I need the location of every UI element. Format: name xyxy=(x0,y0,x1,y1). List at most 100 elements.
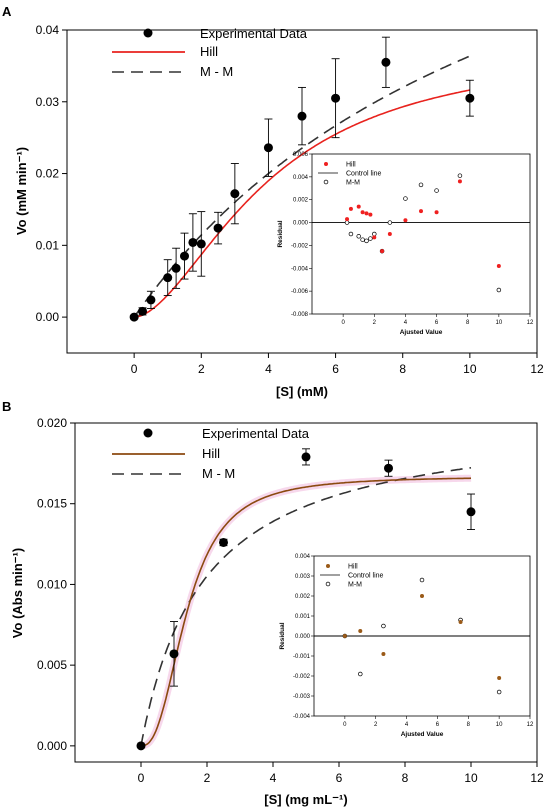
inset-x-tick-label: 4 xyxy=(405,722,409,728)
residual-point-mm xyxy=(381,623,386,629)
inset-x-tick-label: 12 xyxy=(527,320,534,326)
inset-y-tick-label: -0.008 xyxy=(291,312,309,318)
x-tick-label: 6 xyxy=(332,362,339,376)
mm-fit-curve xyxy=(140,467,472,747)
inset-legend-label-hill: Hill xyxy=(348,564,358,571)
inset-x-tick-label: 8 xyxy=(466,320,470,326)
y-tick-label: 0.010 xyxy=(37,577,67,591)
hill-fit-curve xyxy=(140,477,472,747)
residual-point-mm xyxy=(358,671,363,677)
residual-point-hill xyxy=(496,264,501,268)
residual-point-hill xyxy=(368,212,373,217)
residual-point-mm xyxy=(496,689,502,695)
y-tick-label: 0.01 xyxy=(36,238,60,252)
fit-curves-b xyxy=(140,467,472,750)
data-point xyxy=(188,237,198,247)
inset-legend-marker-mm xyxy=(325,581,331,587)
panel-a: A 0 2 4 6 8 10 12 0.00 0.01 0.02 0.03 0.04 [S] (mM)… xyxy=(2,4,544,399)
inset-x-axis-label: Ajusted Value xyxy=(401,731,444,738)
inset-y-tick-label: -0.003 xyxy=(293,694,311,700)
inset-x-tick-label: 0 xyxy=(343,722,347,728)
inset-y-tick-label: 0.004 xyxy=(293,175,309,181)
residual-point-mm xyxy=(364,238,369,244)
data-point xyxy=(196,239,206,249)
x-tick-label: 2 xyxy=(198,362,205,376)
data-point xyxy=(138,306,148,316)
panel-b: B 0 2 4 6 8 10 12 0.000 0.005 0.010 0.015 0.020 [S]… xyxy=(2,399,544,807)
legend-marker-data-a xyxy=(143,28,153,38)
x-tick-label: 12 xyxy=(530,771,544,785)
inset-legend-marker-hill xyxy=(324,162,328,166)
residual-point-mm xyxy=(434,188,439,193)
inset-x-tick-label: 6 xyxy=(435,320,439,326)
residual-point-hill xyxy=(457,179,462,184)
data-point xyxy=(146,295,156,305)
plot-frame-a xyxy=(66,29,538,354)
legend-a: Experimental Data Hill M - M xyxy=(112,26,308,79)
data-point xyxy=(213,223,223,233)
legend-label-hill-a: Hill xyxy=(200,44,218,59)
inset-y-tick-label: 0.001 xyxy=(295,614,311,620)
inset-y-tick-label: 0.003 xyxy=(295,574,311,580)
inset-x-tick-label: 0 xyxy=(341,320,345,326)
legend-label-mm-b: M - M xyxy=(202,466,235,481)
inset-x-tick-label: 6 xyxy=(436,722,440,728)
residual-point-hill xyxy=(360,210,365,215)
y-tick-label: 0.03 xyxy=(36,95,60,109)
y-tick-label: 0.015 xyxy=(37,497,67,511)
y-tick-label: 0.00 xyxy=(36,310,60,324)
residual-point-hill xyxy=(372,235,377,240)
inset-y-tick-label: 0.002 xyxy=(295,594,311,600)
residual-point-mm xyxy=(356,234,361,239)
residual-point-mm xyxy=(419,577,425,583)
residual-point-hill xyxy=(434,210,439,215)
legend-marker-data-b xyxy=(143,428,153,438)
inset-y-tick-label: 0.000 xyxy=(295,634,311,640)
inset-legend-label-control: Control line xyxy=(348,573,384,580)
residual-point-hill xyxy=(497,676,502,680)
residual-point-mm xyxy=(457,173,463,178)
y-axis-label-b: Vo (Abs min⁻¹) xyxy=(10,548,25,638)
inset-y-tick-label: 0.002 xyxy=(293,198,309,204)
inset-legend-label-mm: M-M xyxy=(348,582,362,589)
residual-point-hill xyxy=(380,249,385,254)
data-point xyxy=(163,273,173,283)
legend-b: Experimental Data Hill M - M xyxy=(112,426,310,481)
data-point xyxy=(136,741,146,751)
residual-point-hill xyxy=(342,634,347,638)
panel-letter-b: B xyxy=(2,399,11,414)
inset-y-tick-label: -0.002 xyxy=(293,674,311,680)
plot-frame-b xyxy=(74,422,538,763)
data-points-b xyxy=(136,448,476,751)
residual-point-mm xyxy=(368,236,373,241)
y-tick-label: 0.02 xyxy=(36,167,60,181)
residual-point-mm xyxy=(360,237,365,242)
legend-label-data-b: Experimental Data xyxy=(202,426,310,441)
residual-point-hill xyxy=(387,232,392,236)
residual-point-hill xyxy=(419,209,423,214)
residual-point-hill xyxy=(364,211,369,216)
inset-legend-label-control: Control line xyxy=(346,171,382,178)
residual-point-mm xyxy=(418,182,424,188)
y-tick-label: 0.04 xyxy=(36,23,60,37)
x-tick-label: 8 xyxy=(402,771,409,785)
x-axis-label-b: [S] (mg mL⁻¹) xyxy=(264,792,347,807)
x-tick-label: 4 xyxy=(265,362,272,376)
residual-point-hill xyxy=(345,217,350,222)
x-tick-label: 10 xyxy=(464,771,478,785)
residual-point-hill xyxy=(420,594,424,598)
residual-point-mm xyxy=(344,220,350,225)
inset-legend-label-mm: M-M xyxy=(346,180,360,187)
y-tick-label: 0.005 xyxy=(37,658,67,672)
axis-ticks-a: 0 2 4 6 8 10 12 0.00 0.01 0.02 0.03 0.04 xyxy=(36,23,544,376)
inset-y-tick-label: -0.002 xyxy=(291,243,309,249)
legend-label-data-a: Experimental Data xyxy=(200,26,308,41)
inset-y-tick-label: 0.000 xyxy=(293,221,309,227)
residual-point-hill xyxy=(356,204,361,209)
x-tick-label: 12 xyxy=(530,362,544,376)
data-points-a xyxy=(129,36,475,322)
residual-point-mm xyxy=(403,196,408,201)
x-tick-label: 0 xyxy=(131,362,138,376)
x-axis-label-a: [S] (mM) xyxy=(276,384,328,399)
